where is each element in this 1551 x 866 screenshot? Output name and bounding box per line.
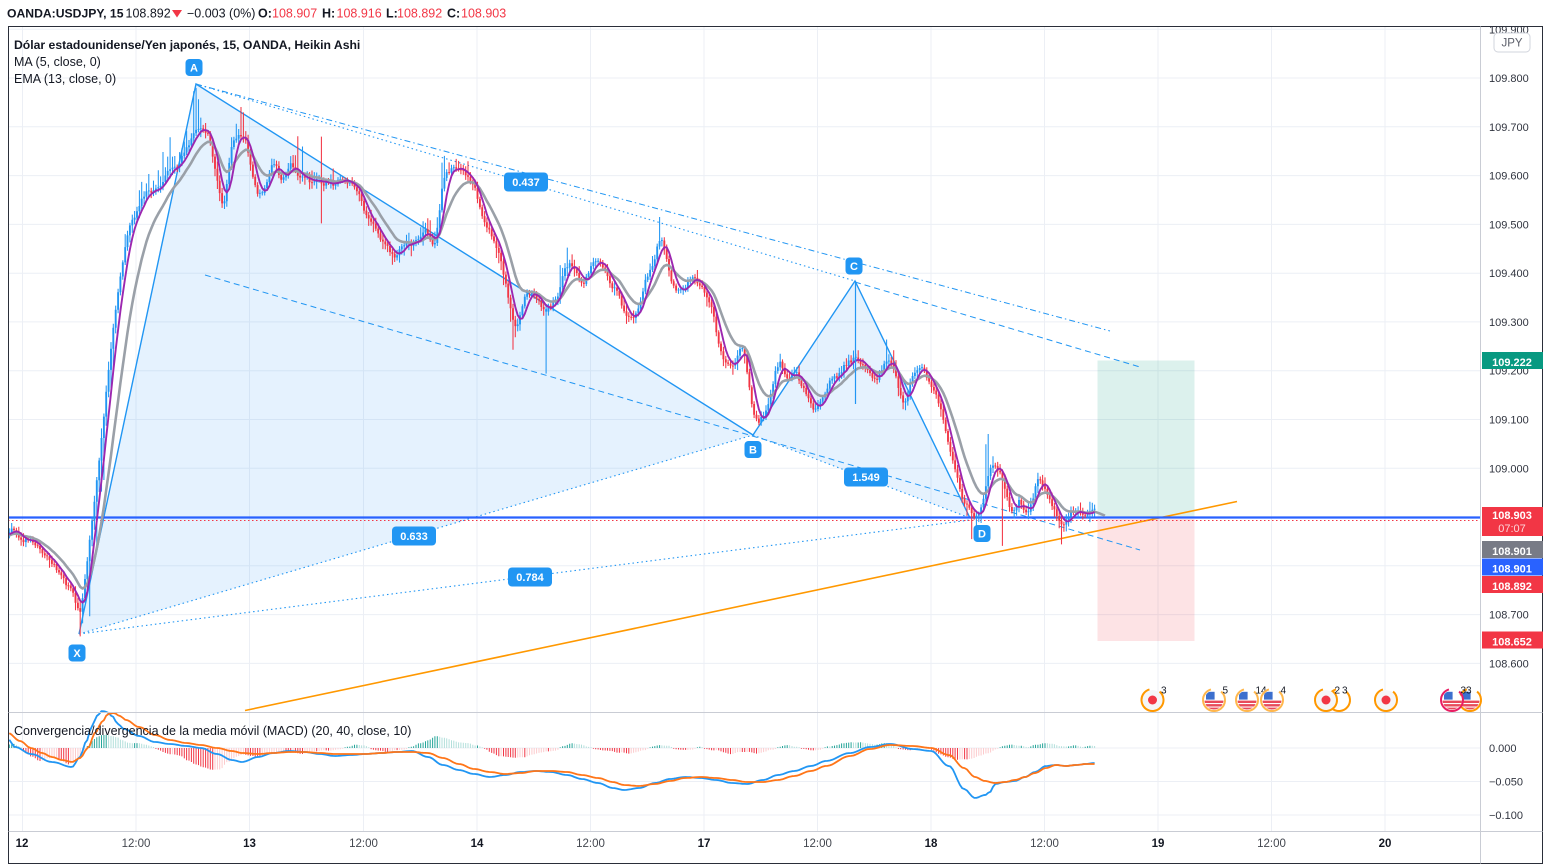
svg-text:C: C: [850, 261, 858, 273]
svg-text:L:: L:: [386, 7, 398, 21]
svg-text:109.222: 109.222: [1492, 357, 1532, 369]
svg-text:108.901: 108.901: [1492, 546, 1532, 558]
svg-text:C:: C:: [447, 7, 460, 21]
svg-text:20: 20: [1379, 838, 1392, 850]
svg-text:33: 33: [1461, 686, 1473, 697]
svg-text:O:: O:: [258, 7, 272, 21]
svg-text:12:00: 12:00: [803, 838, 832, 850]
svg-text:109.500: 109.500: [1489, 219, 1529, 231]
svg-text:108.700: 108.700: [1489, 610, 1529, 622]
svg-text:108.892: 108.892: [1492, 581, 1532, 593]
svg-text:OANDA:USDJPY, 15: OANDA:USDJPY, 15: [7, 7, 124, 21]
svg-text:3: 3: [1342, 686, 1348, 697]
svg-text:0.784: 0.784: [516, 572, 544, 584]
svg-text:X: X: [73, 648, 81, 660]
svg-text:3: 3: [1161, 686, 1167, 697]
svg-text:12:00: 12:00: [1030, 838, 1059, 850]
svg-text:4: 4: [1281, 686, 1287, 697]
svg-text:17: 17: [698, 838, 711, 850]
svg-text:14: 14: [1256, 686, 1268, 697]
svg-text:12: 12: [16, 838, 29, 850]
svg-text:108.652: 108.652: [1492, 637, 1532, 649]
svg-text:19: 19: [1152, 838, 1165, 850]
svg-text:12:00: 12:00: [576, 838, 605, 850]
svg-text:5: 5: [1223, 686, 1229, 697]
svg-text:108.903: 108.903: [461, 7, 506, 21]
svg-text:109.300: 109.300: [1489, 317, 1529, 329]
svg-text:07:07: 07:07: [1498, 523, 1526, 535]
svg-text:D: D: [978, 528, 986, 540]
svg-text:Dólar estadounidense/Yen japon: Dólar estadounidense/Yen japonés, 15, OA…: [14, 38, 360, 52]
svg-text:109.000: 109.000: [1489, 463, 1529, 475]
svg-text:108.892: 108.892: [397, 7, 442, 21]
svg-text:13: 13: [243, 838, 256, 850]
svg-text:12:00: 12:00: [1257, 838, 1286, 850]
svg-text:18: 18: [925, 838, 938, 850]
svg-text:12:00: 12:00: [349, 838, 378, 850]
svg-text:H:: H:: [322, 7, 335, 21]
svg-text:0.437: 0.437: [512, 177, 540, 189]
svg-text:109.700: 109.700: [1489, 122, 1529, 134]
svg-text:Convergencia/divergencia de la: Convergencia/divergencia de la media móv…: [14, 724, 411, 738]
svg-text:A: A: [190, 62, 198, 74]
svg-text:MA (5, close, 0): MA (5, close, 0): [14, 55, 101, 69]
svg-text:108.907: 108.907: [272, 7, 317, 21]
svg-text:109.600: 109.600: [1489, 171, 1529, 183]
svg-text:1.549: 1.549: [852, 472, 880, 484]
svg-text:−0.003 (0%): −0.003 (0%): [187, 7, 255, 21]
svg-text:−0.100: −0.100: [1489, 810, 1523, 822]
svg-text:109.100: 109.100: [1489, 415, 1529, 427]
svg-text:12:00: 12:00: [122, 838, 151, 850]
svg-text:108.600: 108.600: [1489, 658, 1529, 670]
svg-text:109.400: 109.400: [1489, 268, 1529, 280]
svg-text:2: 2: [1335, 686, 1341, 697]
svg-text:B: B: [749, 444, 757, 456]
svg-text:EMA (13, close, 0): EMA (13, close, 0): [14, 72, 116, 86]
svg-text:109.800: 109.800: [1489, 73, 1529, 85]
svg-text:108.901: 108.901: [1492, 564, 1532, 576]
svg-text:14: 14: [471, 838, 484, 850]
svg-text:0.000: 0.000: [1489, 743, 1517, 755]
svg-text:−0.050: −0.050: [1489, 777, 1523, 789]
svg-text:0.633: 0.633: [400, 531, 428, 543]
svg-text:108.892: 108.892: [126, 7, 171, 21]
svg-text:108.916: 108.916: [337, 7, 382, 21]
svg-text:108.903: 108.903: [1492, 510, 1532, 522]
svg-text:JPY: JPY: [1501, 38, 1522, 50]
